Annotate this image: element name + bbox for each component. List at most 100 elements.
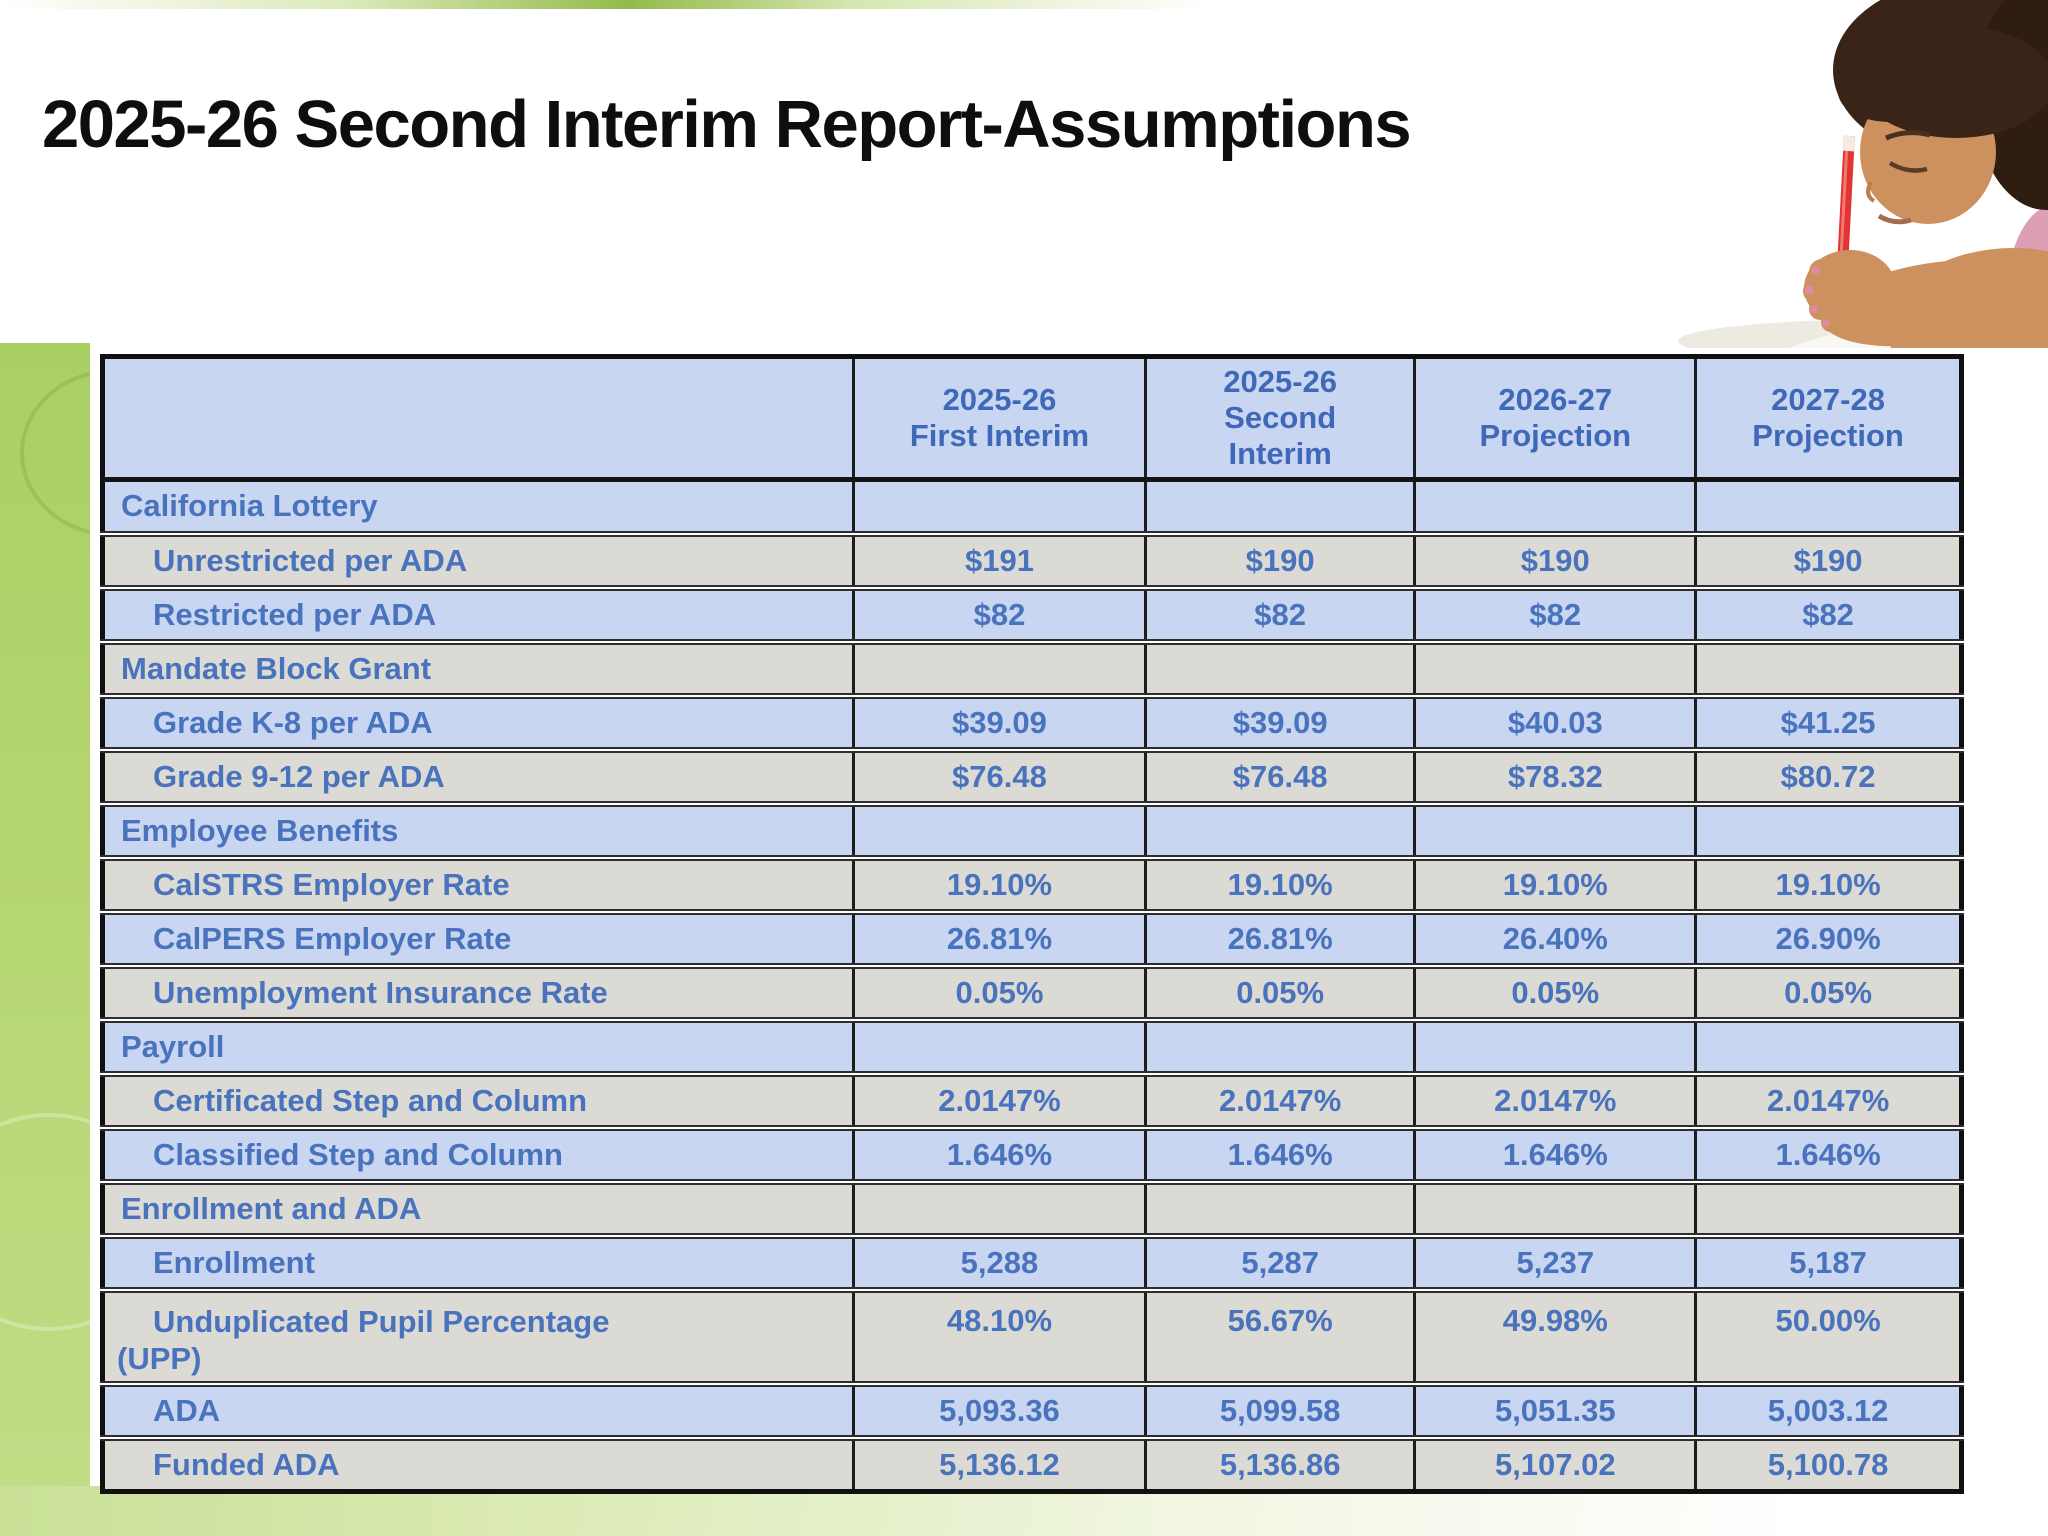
value-cell: 5,136.12 (852, 1434, 1146, 1492)
value-cell (1694, 479, 1962, 534)
table-row: ADA 5,093.36 5,099.58 5,051.35 5,003.12 (102, 1380, 1962, 1438)
table-header: 2025-26 First Interim 2025-26 Second Inte… (102, 356, 1962, 482)
value-cell (852, 1016, 1146, 1074)
value-cell: 5,187 (1694, 1232, 1962, 1290)
value-cell: 2.0147% (1143, 1070, 1415, 1128)
left-accent-band (0, 343, 90, 1493)
value-cell: 48.10% (852, 1286, 1146, 1384)
value-cell: 2.0147% (1694, 1070, 1962, 1128)
table-row: CalPERS Employer Rate 26.81% 26.81% 26.40% 2… (102, 908, 1962, 966)
value-cell: 50.00% (1694, 1286, 1962, 1384)
section-row: Enrollment and ADA (102, 1178, 1962, 1236)
row-label: Mandate Block Grant (102, 638, 854, 696)
value-cell: $82 (852, 584, 1146, 642)
eyebrow (1885, 130, 1931, 141)
row-label: Certificated Step and Column (102, 1070, 854, 1128)
value-cell (1694, 638, 1962, 696)
value-cell: 19.10% (852, 854, 1146, 912)
value-cell: 5,136.86 (1143, 1434, 1415, 1492)
value-cell: 19.10% (1413, 854, 1696, 912)
value-cell (1143, 1016, 1415, 1074)
value-cell: 5,288 (852, 1232, 1146, 1290)
value-cell: $191 (852, 530, 1146, 588)
value-cell (852, 1178, 1146, 1236)
row-label: Employee Benefits (102, 800, 854, 858)
fingers (1803, 259, 1841, 332)
bottom-accent-band (0, 1486, 2048, 1536)
value-cell: 5,107.02 (1413, 1434, 1696, 1492)
table-row: CalSTRS Employer Rate 19.10% 19.10% 19.10% 1… (102, 854, 1962, 912)
value-cell: 2.0147% (1413, 1070, 1696, 1128)
column-header: 2025-26 Second Interim (1143, 356, 1415, 482)
value-cell: 1.646% (1694, 1124, 1962, 1182)
child-writing-illustration (1428, 0, 2048, 412)
closed-eye (1888, 161, 1928, 173)
value-cell: $190 (1413, 530, 1696, 588)
value-cell: $78.32 (1413, 746, 1696, 804)
table-row: Restricted per ADA $82 $82 $82 $82 (102, 584, 1962, 642)
lips (1877, 213, 1912, 225)
section-row: Mandate Block Grant (102, 638, 1962, 696)
table-row: Enrollment 5,288 5,287 5,237 5,187 (102, 1232, 1962, 1290)
value-cell: 0.05% (1694, 962, 1962, 1020)
table-row: Funded ADA 5,136.12 5,136.86 5,107.02 5,100.… (102, 1434, 1962, 1492)
table-row: Certificated Step and Column 2.0147% 2.014… (102, 1070, 1962, 1128)
row-label: CalPERS Employer Rate (102, 908, 854, 966)
value-cell (852, 800, 1146, 858)
row-label: Unemployment Insurance Rate (102, 962, 854, 1020)
value-cell (1413, 479, 1696, 534)
value-cell: $80.72 (1694, 746, 1962, 804)
value-cell (1413, 1178, 1696, 1236)
value-cell: $76.48 (852, 746, 1146, 804)
row-label: Unduplicated Pupil Percentage (UPP) (102, 1286, 854, 1384)
corner-cell (102, 356, 854, 482)
section-row: Employee Benefits (102, 800, 1962, 858)
value-cell: 5,237 (1413, 1232, 1696, 1290)
value-cell (852, 479, 1146, 534)
table-body: California Lottery Unrestricted per ADA $1… (102, 479, 1962, 1492)
value-cell: 56.67% (1143, 1286, 1415, 1384)
table-row: Unrestricted per ADA $191 $190 $190 $190 (102, 530, 1962, 588)
column-header: 2026-27 Projection (1413, 356, 1696, 482)
value-cell: $190 (1143, 530, 1415, 588)
section-row: Payroll (102, 1016, 1962, 1074)
value-cell (1143, 1178, 1415, 1236)
value-cell: 49.98% (1413, 1286, 1696, 1384)
value-cell: 1.646% (852, 1124, 1146, 1182)
value-cell: $40.03 (1413, 692, 1696, 750)
value-cell: 1.646% (1143, 1124, 1415, 1182)
value-cell: 1.646% (1413, 1124, 1696, 1182)
row-label: Enrollment (102, 1232, 854, 1290)
value-cell: $39.09 (852, 692, 1146, 750)
table-row: Grade 9-12 per ADA $76.48 $76.48 $78.32 $80.… (102, 746, 1962, 804)
row-label: Restricted per ADA (102, 584, 854, 642)
value-cell (1694, 800, 1962, 858)
value-cell (1143, 800, 1415, 858)
value-cell: $82 (1694, 584, 1962, 642)
value-cell: $76.48 (1143, 746, 1415, 804)
row-label: CalSTRS Employer Rate (102, 854, 854, 912)
table-row: Unduplicated Pupil Percentage (UPP) 48.10… (102, 1286, 1962, 1384)
value-cell: 5,093.36 (852, 1380, 1146, 1438)
value-cell: 19.10% (1694, 854, 1962, 912)
value-cell: 5,051.35 (1413, 1380, 1696, 1438)
assumptions-table: 2025-26 First Interim 2025-26 Second Inte… (100, 354, 1964, 1494)
value-cell: 26.81% (1143, 908, 1415, 966)
row-label: Grade 9-12 per ADA (102, 746, 854, 804)
value-cell: 2.0147% (852, 1070, 1146, 1128)
top-accent-strip (0, 0, 1260, 9)
band-decorative-arc (0, 1113, 90, 1331)
value-cell (1413, 638, 1696, 696)
value-cell: 0.05% (1413, 962, 1696, 1020)
value-cell: 26.81% (852, 908, 1146, 966)
row-label: Payroll (102, 1016, 854, 1074)
header-row: 2025-26 First Interim 2025-26 Second Inte… (102, 356, 1962, 482)
value-cell (852, 638, 1146, 696)
value-cell: 19.10% (1143, 854, 1415, 912)
row-label: Enrollment and ADA (102, 1178, 854, 1236)
value-cell: 26.90% (1694, 908, 1962, 966)
row-label: Funded ADA (102, 1434, 854, 1492)
table-row: Unemployment Insurance Rate 0.05% 0.05% 0.0… (102, 962, 1962, 1020)
table-row: Classified Step and Column 1.646% 1.646% 1.… (102, 1124, 1962, 1182)
value-cell (1694, 1178, 1962, 1236)
